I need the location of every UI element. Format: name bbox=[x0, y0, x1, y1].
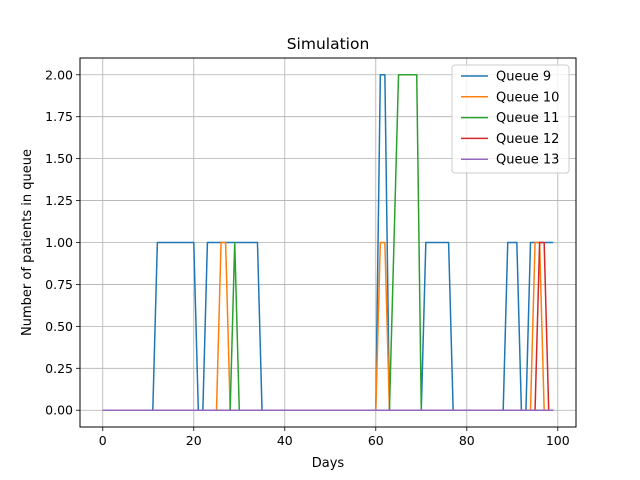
x-tick-label: 100 bbox=[546, 433, 570, 448]
x-tick-label: 40 bbox=[277, 433, 293, 448]
series-line-1 bbox=[102, 74, 554, 411]
legend-label: Queue 9 bbox=[496, 70, 551, 85]
series-layer bbox=[102, 74, 554, 411]
y-tick-label: 1.25 bbox=[45, 193, 73, 208]
chart-title: Simulation bbox=[287, 35, 370, 53]
x-tick-label: 0 bbox=[99, 433, 107, 448]
y-tick-label: 2.00 bbox=[45, 67, 73, 82]
grid bbox=[80, 58, 576, 427]
legend-label: Queue 13 bbox=[496, 153, 559, 168]
y-axis: 0.00 0.25 0.50 0.75 1.00 1.25 1.50 1.75 2.00 bbox=[45, 67, 80, 418]
x-axis: 0 20 40 60 80 100 bbox=[99, 427, 570, 448]
legend-box bbox=[451, 64, 570, 174]
y-axis-label: Number of patients in queue bbox=[20, 149, 35, 336]
legend-label: Queue 11 bbox=[496, 111, 559, 126]
x-axis-label: Days bbox=[312, 456, 345, 471]
series-line-2 bbox=[102, 241, 554, 411]
y-tick-label: 1.00 bbox=[45, 235, 73, 250]
x-tick-label: 60 bbox=[368, 433, 384, 448]
legend-label: Queue 12 bbox=[496, 132, 559, 147]
y-tick-label: 1.50 bbox=[45, 151, 73, 166]
y-tick-label: 1.75 bbox=[45, 109, 73, 124]
y-tick-label: 0.50 bbox=[45, 319, 73, 334]
x-tick-label: 80 bbox=[459, 433, 475, 448]
y-tick-label: 0.25 bbox=[45, 361, 73, 376]
series-line-3 bbox=[102, 74, 554, 411]
x-tick-label: 20 bbox=[186, 433, 202, 448]
legend-label: Queue 10 bbox=[496, 90, 559, 105]
legend: Queue 9 Queue 10 Queue 11 Queue 12 Queue 13 bbox=[451, 64, 570, 174]
y-tick-label: 0.00 bbox=[45, 403, 73, 418]
y-tick-label: 0.75 bbox=[45, 277, 73, 292]
